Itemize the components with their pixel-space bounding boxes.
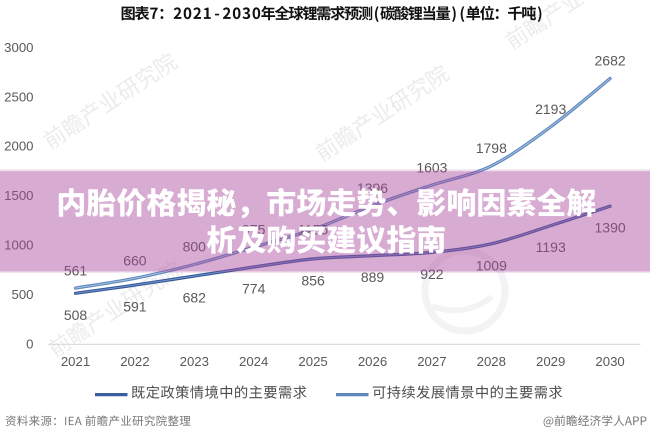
- svg-text:660: 660: [123, 253, 147, 269]
- svg-text:856: 856: [301, 272, 325, 288]
- svg-text:2021: 2021: [61, 354, 90, 369]
- svg-text:2027: 2027: [417, 354, 446, 369]
- svg-text:591: 591: [123, 299, 147, 315]
- svg-text:2193: 2193: [535, 101, 566, 117]
- svg-text:2023: 2023: [180, 354, 209, 369]
- svg-text:2026: 2026: [358, 354, 387, 369]
- svg-text:682: 682: [183, 290, 207, 306]
- svg-text:922: 922: [420, 266, 444, 282]
- svg-text:2024: 2024: [239, 354, 268, 369]
- svg-text:2025: 2025: [298, 354, 327, 369]
- svg-text:2022: 2022: [120, 354, 149, 369]
- svg-text:889: 889: [361, 269, 385, 285]
- svg-text:1798: 1798: [476, 140, 507, 156]
- svg-text:1000: 1000: [4, 238, 33, 253]
- svg-text:0: 0: [26, 336, 33, 351]
- svg-text:1193: 1193: [536, 239, 566, 255]
- svg-text:1500: 1500: [4, 188, 33, 203]
- svg-text:2500: 2500: [4, 89, 33, 104]
- svg-text:561: 561: [64, 262, 88, 278]
- svg-text:3000: 3000: [4, 40, 33, 55]
- svg-text:2682: 2682: [595, 53, 626, 69]
- svg-text:1390: 1390: [595, 220, 626, 236]
- svg-text:1603: 1603: [416, 159, 447, 175]
- svg-text:1009: 1009: [476, 257, 507, 273]
- svg-text:774: 774: [242, 281, 266, 297]
- svg-text:800: 800: [183, 239, 207, 255]
- svg-text:2000: 2000: [4, 139, 33, 154]
- svg-text:2029: 2029: [536, 354, 565, 369]
- svg-text:500: 500: [11, 287, 33, 302]
- svg-text:2028: 2028: [477, 354, 506, 369]
- svg-text:2030: 2030: [595, 354, 624, 369]
- svg-text:508: 508: [64, 307, 88, 323]
